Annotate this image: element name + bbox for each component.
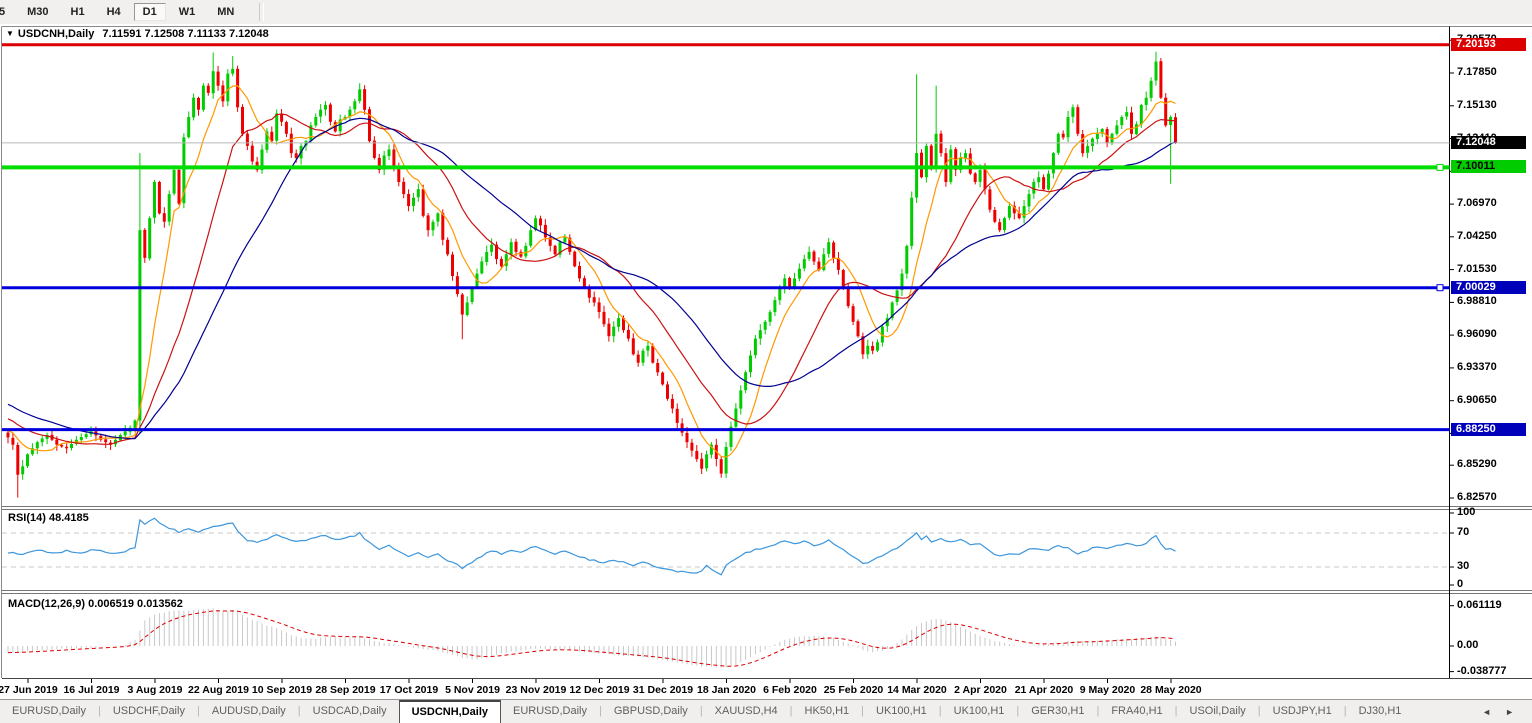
tab-ger30-h1[interactable]: GER30,H1	[1031, 705, 1085, 717]
tab-separator: |	[297, 705, 301, 717]
tab-usdchf-daily[interactable]: USDCHF,Daily	[112, 705, 185, 717]
tab-scroll-left-icon[interactable]: ◄	[1482, 707, 1492, 717]
tab-dj30-h1[interactable]: DJ30,H1	[1358, 705, 1402, 717]
tab-separator: |	[97, 705, 101, 717]
timeframe-button-h4[interactable]: H4	[106, 6, 121, 18]
timeframe-button-m30[interactable]: M30	[27, 6, 49, 18]
tab-separator: |	[1174, 705, 1178, 717]
tab-separator: |	[699, 705, 703, 717]
tab-uk100-h1[interactable]: UK100,H1	[953, 705, 1005, 717]
tab-separator: |	[938, 705, 942, 717]
tab-fra40-h1[interactable]: FRA40,H1	[1111, 705, 1163, 717]
timeframe-button-5[interactable]: 5	[0, 6, 6, 18]
tab-separator: |	[1096, 705, 1100, 717]
tab-separator: |	[598, 705, 602, 717]
timeframe-toolbar: 5 M30 H1 H4 D1 W1 MN	[0, 0, 1532, 25]
tab-separator: |	[789, 705, 793, 717]
tab-separator: |	[1343, 705, 1347, 717]
tab-usdcnh-daily[interactable]: USDCNH,Daily	[398, 700, 502, 723]
timeframe-button-d1[interactable]: D1	[133, 3, 166, 21]
tab-separator: |	[1016, 705, 1020, 717]
tab-uk100-h1[interactable]: UK100,H1	[876, 705, 927, 717]
tab-separator: |	[861, 705, 864, 717]
tab-usoil-daily[interactable]: USOil,Daily	[1189, 705, 1246, 717]
tab-eurusd-daily[interactable]: EURUSD,Daily	[12, 705, 86, 717]
timeframe-button-mn[interactable]: MN	[217, 6, 235, 18]
toolbar-separator	[259, 3, 265, 21]
timeframe-button-w1[interactable]: W1	[178, 6, 196, 18]
chart-ohlc-values: 7.11591 7.12508 7.11133 7.12048	[102, 28, 269, 40]
tab-audusd-daily[interactable]: AUDUSD,Daily	[211, 705, 286, 717]
timeframe-button-h1[interactable]: H1	[70, 6, 85, 18]
tab-xauusd-h4[interactable]: XAUUSD,H4	[714, 705, 778, 717]
chart-symbol: USDCNH,Daily	[17, 28, 95, 40]
tab-usdjpy-h1[interactable]: USDJPY,H1	[1272, 705, 1332, 717]
chart-area[interactable]: 7.20570 7.17850 7.15130 7.12410 7.09690 7.069…	[0, 24, 1532, 700]
tab-eurusd-daily[interactable]: EURUSD,Daily	[513, 705, 587, 717]
tab-usdcad-daily[interactable]: USDCAD,Daily	[312, 705, 387, 717]
tab-separator: |	[196, 705, 200, 717]
chart-menu-triangle-icon[interactable]: ▼	[6, 29, 14, 38]
chart-canvas[interactable]	[0, 24, 1532, 700]
tab-hk50-h1[interactable]: HK50,H1	[804, 705, 850, 717]
symbol-tab-bar: EURUSD,Daily | USDCHF,Daily | AUDUSD,Daily | U…	[0, 699, 1532, 723]
tab-gbpusd-daily[interactable]: GBPUSD,Daily	[613, 705, 688, 717]
tab-scroll-right-icon[interactable]: ►	[1505, 707, 1514, 717]
tab-scroll-arrows: ◄ ►	[1482, 700, 1532, 723]
macd-indicator-label: MACD(12,26,9) 0.006519 0.013562	[8, 598, 183, 610]
tab-separator: |	[1257, 705, 1261, 717]
chart-title: ▼ USDCNH,Daily 7.11591 7.12508 7.11133 7.1…	[6, 28, 269, 40]
rsi-indicator-label: RSI(14) 48.4185	[8, 512, 89, 524]
